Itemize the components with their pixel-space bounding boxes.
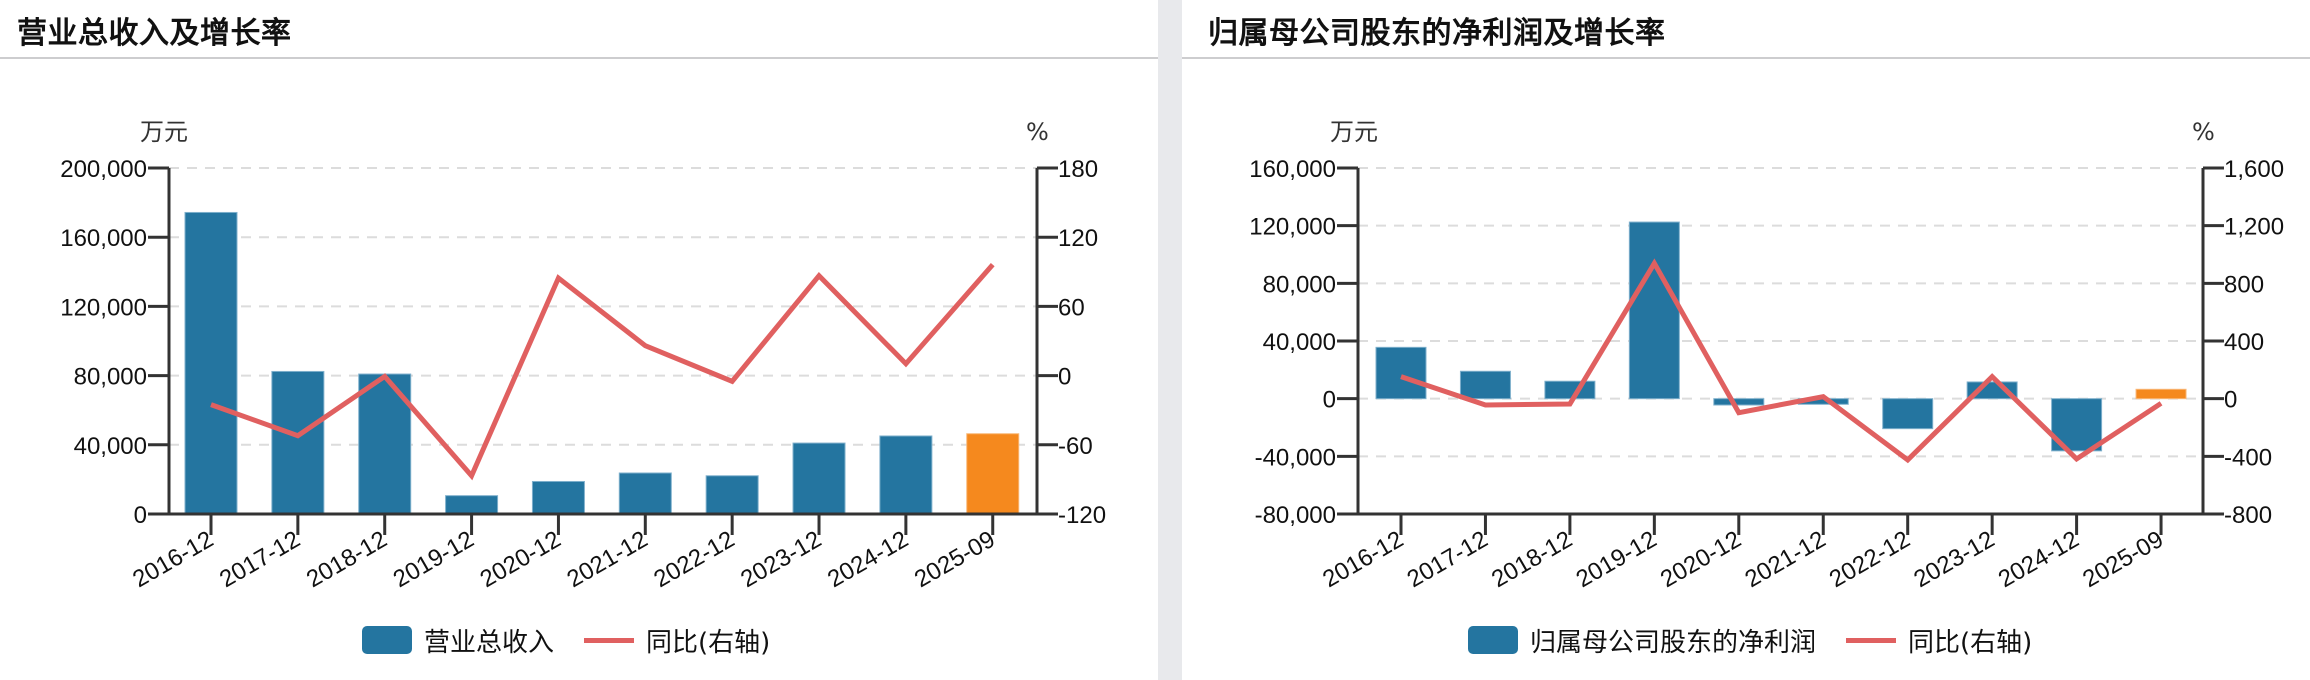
left-tick-label: 160,000 — [1249, 156, 1336, 183]
right-tick-label: 0 — [2224, 387, 2237, 414]
x-tick-label: 2016-12 — [128, 526, 218, 593]
bar-2019-12[interactable] — [1628, 221, 1680, 400]
x-tick-label: 2024-12 — [823, 526, 913, 593]
bar-2020-12[interactable] — [1713, 398, 1765, 406]
left-tick-label: 160,000 — [60, 225, 147, 252]
right-tick-label: 120 — [1058, 225, 1098, 252]
revenue-chart: 万元 % 0 40,000 80,000 120,000 160,000 200,000 -12… — [60, 118, 1106, 593]
x-tick-label: 2024-12 — [1994, 526, 2084, 593]
legend-item-yoy[interactable]: 同比(右轴) — [584, 622, 770, 659]
x-tick-label: 2025-09 — [2078, 526, 2168, 593]
bar-swatch-icon — [362, 626, 412, 654]
right-tick-label: -400 — [2224, 444, 2272, 471]
x-tick-label: 2022-12 — [649, 526, 739, 593]
yoy-growth-line[interactable] — [210, 263, 995, 481]
left-tick-label: 0 — [1323, 387, 1336, 414]
right-tick-label: -120 — [1058, 502, 1106, 529]
bar-2023-12[interactable] — [792, 442, 846, 515]
left-tick-label: 40,000 — [1263, 329, 1336, 356]
x-tick-label: 2023-12 — [1909, 526, 1999, 593]
x-tick-label: 2019-12 — [1572, 526, 1662, 593]
legend-item-revenue[interactable]: 营业总收入 — [362, 622, 554, 659]
x-tick-label: 2016-12 — [1318, 526, 1408, 593]
left-tick-label: 120,000 — [60, 294, 147, 321]
x-tick-label: 2017-12 — [1403, 526, 1493, 593]
right-tick-label: -800 — [2224, 502, 2272, 529]
x-tick-label: 2018-12 — [1487, 526, 1577, 593]
revenue-legend: 营业总收入 同比(右轴) — [362, 622, 770, 658]
left-tick-label: -80,000 — [1255, 502, 1336, 529]
bar-2022-12[interactable] — [705, 475, 759, 515]
bar-2021-12[interactable] — [618, 472, 672, 515]
left-tick-label: 200,000 — [60, 156, 147, 183]
line-swatch-icon — [1846, 637, 1897, 643]
net-profit-panel-header: 归属母公司股东的净利润及增长率 — [1182, 0, 2310, 59]
left-tick-label: -40,000 — [1255, 444, 1336, 471]
left-tick-label: 80,000 — [74, 364, 147, 391]
bar-2024-12[interactable] — [879, 435, 933, 515]
bar-2018-12[interactable] — [1544, 380, 1596, 400]
right-tick-label: 180 — [1058, 156, 1098, 183]
net-profit-panel: 归属母公司股东的净利润及增长率 万元% -80,000 -40,000 0 40,000… — [1182, 0, 2310, 680]
legend-item-net-profit[interactable]: 归属母公司股东的净利润 — [1468, 622, 1816, 659]
right-axis-unit: % — [1026, 118, 1049, 146]
x-tick-label: 2019-12 — [389, 526, 479, 593]
x-tick-label: 2021-12 — [563, 526, 653, 593]
right-tick-label: 60 — [1058, 294, 1085, 321]
bar-2019-12[interactable] — [445, 495, 499, 515]
legend-label-yoy: 同比(右轴) — [646, 627, 771, 658]
legend-item-yoy[interactable]: 同比(右轴) — [1846, 622, 2032, 659]
right-tick-label: -60 — [1058, 433, 1093, 460]
x-tick-label: 2017-12 — [215, 526, 305, 593]
bar-2016-12[interactable] — [1375, 346, 1427, 400]
x-tick-label: 2023-12 — [736, 526, 826, 593]
bar-2017-12[interactable] — [271, 370, 325, 515]
net-profit-chart-title: 归属母公司股东的净利润及增长率 — [1208, 16, 1666, 51]
right-tick-label: 400 — [2224, 329, 2264, 356]
x-tick-label: 2020-12 — [476, 526, 566, 593]
x-tick-label: 2018-12 — [302, 526, 392, 593]
left-axis-unit: 万元 — [140, 118, 188, 146]
net-profit-legend: 归属母公司股东的净利润 同比(右轴) — [1468, 622, 2032, 658]
right-tick-label: 1,600 — [2224, 156, 2284, 183]
revenue-panel-header: 营业总收入及增长率 — [0, 0, 1158, 59]
legend-label-revenue: 营业总收入 — [424, 627, 555, 658]
x-tick-label: 2025-09 — [910, 526, 1000, 593]
left-tick-label: 40,000 — [74, 433, 147, 460]
panel-divider — [1158, 0, 1182, 680]
bar-swatch-icon — [1468, 626, 1518, 654]
x-tick-label: 2020-12 — [1656, 526, 1746, 593]
legend-label-yoy: 同比(右轴) — [1908, 627, 2033, 658]
left-tick-label: 0 — [134, 502, 147, 529]
left-tick-label: 120,000 — [1249, 214, 1336, 241]
right-axis-unit: % — [2192, 118, 2215, 146]
x-tick-label: 2022-12 — [1825, 526, 1915, 593]
right-tick-label: 1,200 — [2224, 214, 2284, 241]
bar-2020-12[interactable] — [531, 480, 585, 515]
revenue-chart-title: 营业总收入及增长率 — [17, 16, 292, 51]
x-tick-label: 2021-12 — [1740, 526, 1830, 593]
left-axis-unit: 万元 — [1330, 118, 1378, 146]
line-swatch-icon — [584, 637, 635, 643]
bar-2017-12[interactable] — [1459, 370, 1511, 400]
bar-2016-12[interactable] — [184, 211, 238, 515]
right-tick-label: 0 — [1058, 364, 1071, 391]
right-tick-label: 800 — [2224, 271, 2264, 298]
bar-2025-09[interactable] — [2135, 388, 2187, 400]
bar-2022-12[interactable] — [1882, 398, 1934, 430]
yoy-growth-line[interactable] — [1400, 258, 2163, 464]
net-profit-chart: 万元 % -80,000 -40,000 0 40,000 80,000 120,000 160… — [1249, 118, 2284, 593]
legend-label-net-profit: 归属母公司股东的净利润 — [1530, 627, 1817, 658]
bar-2025-09[interactable] — [966, 433, 1020, 515]
revenue-panel: 营业总收入及增长率 万元% 0 40,000 80,000 120,000 160,000… — [0, 0, 1158, 658]
left-tick-label: 80,000 — [1263, 271, 1336, 298]
